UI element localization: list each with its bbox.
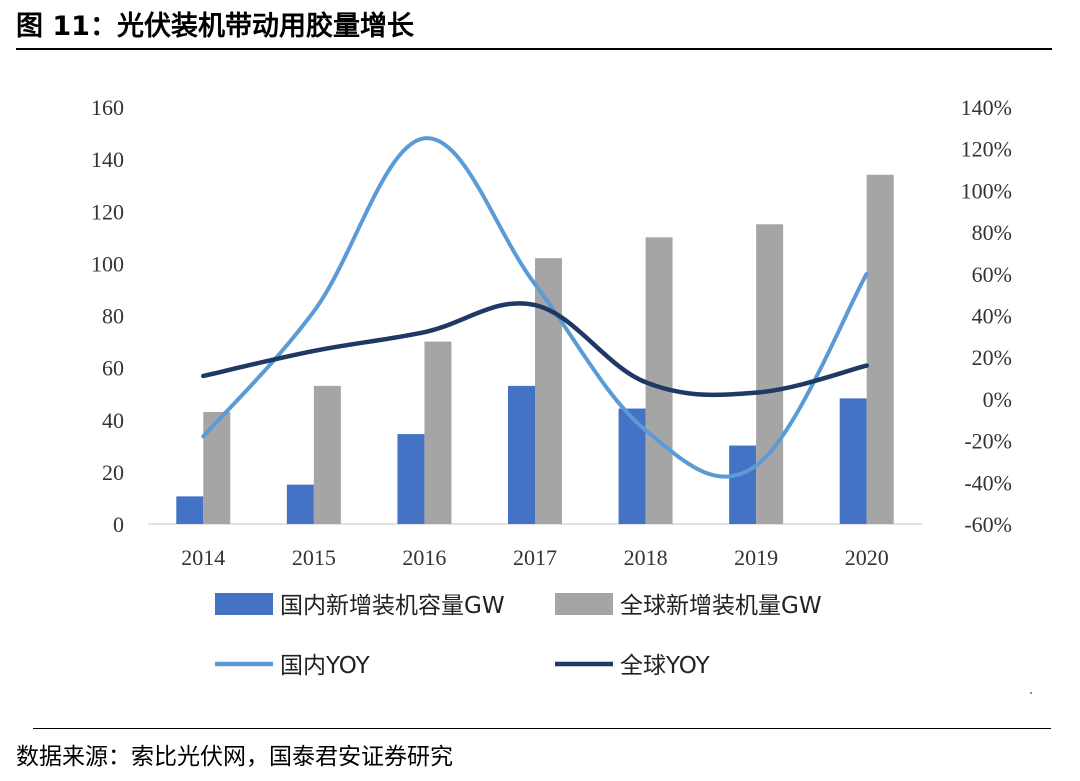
y-left-tick-label: 60 — [102, 356, 124, 381]
x-tick-label: 2016 — [402, 545, 446, 570]
y-right-tick-label: 80% — [972, 220, 1012, 245]
source-note: 数据来源：索比光伏网，国泰君安证券研究 — [16, 744, 453, 770]
bar-global — [645, 237, 673, 524]
y-left-tick-label: 160 — [91, 95, 124, 120]
legend-label: 国内YOY — [280, 653, 371, 679]
y-left-tick-label: 100 — [91, 251, 124, 276]
y-right-tick-label: 40% — [972, 304, 1012, 329]
legend-label: 全球YOY — [620, 653, 711, 679]
legend-label: 国内新增装机容量GW — [280, 593, 505, 619]
bar-global — [756, 224, 784, 524]
bar-domestic — [286, 484, 314, 524]
plot-area: 0 20 40 60 80 100 120 140 160 -60% -40% -20% 0% 20% 40… — [91, 95, 1012, 570]
bar-global — [424, 341, 452, 524]
combo-chart: 0 20 40 60 80 100 120 140 160 -60% -40% -20% 0% 20% 40… — [91, 95, 1012, 679]
bar-domestic — [839, 398, 867, 524]
bar-domestic — [729, 445, 757, 524]
x-tick-label: 2020 — [845, 545, 889, 570]
x-tick-label: 2015 — [292, 545, 336, 570]
bottom-rule — [33, 728, 1051, 729]
y-left-tick-label: 40 — [102, 408, 124, 433]
bar-domestic — [508, 385, 535, 524]
y-left-tick-label: 0 — [113, 512, 124, 537]
legend-swatch — [555, 593, 613, 615]
bar-global — [535, 258, 562, 524]
y-left-tick-label: 80 — [102, 304, 124, 329]
legend-swatch — [215, 593, 273, 615]
y-right-tick-label: -40% — [964, 470, 1012, 495]
legend-label: 全球新增装机量GW — [620, 593, 822, 619]
y-left-tick-label: 120 — [91, 199, 124, 224]
x-tick-label: 2018 — [624, 545, 668, 570]
x-tick-label: 2017 — [513, 545, 557, 570]
y-right-tick-label: -20% — [964, 429, 1012, 454]
y-right-tick-label: 20% — [972, 345, 1012, 370]
bar-global — [866, 174, 894, 524]
bar-domestic — [397, 434, 425, 524]
y-right-tick-label: 140% — [961, 95, 1012, 120]
legend: 国内新增装机容量GW 全球新增装机量GW 国内YOY 全球YOY — [215, 593, 822, 679]
stray-mark — [1030, 692, 1032, 694]
bar-global — [203, 411, 231, 524]
figure-title: 图 11：光伏装机带动用胶量增长 — [16, 11, 414, 42]
line-domestic-yoy — [201, 136, 869, 479]
y-right-tick-label: -60% — [964, 512, 1012, 537]
top-rule — [16, 48, 1052, 50]
y-right-tick-label: 120% — [961, 137, 1012, 162]
bar-global — [313, 385, 341, 524]
y-left-tick-label: 140 — [91, 147, 124, 172]
line-global-yoy — [201, 301, 869, 398]
bar-domestic — [176, 496, 204, 524]
x-tick-label: 2019 — [734, 545, 778, 570]
y-left-tick-label: 20 — [102, 460, 124, 485]
y-right-tick-label: 100% — [961, 178, 1012, 203]
y-right-tick-label: 0% — [983, 387, 1012, 412]
x-tick-label: 2014 — [181, 545, 225, 570]
y-right-tick-label: 60% — [972, 262, 1012, 287]
